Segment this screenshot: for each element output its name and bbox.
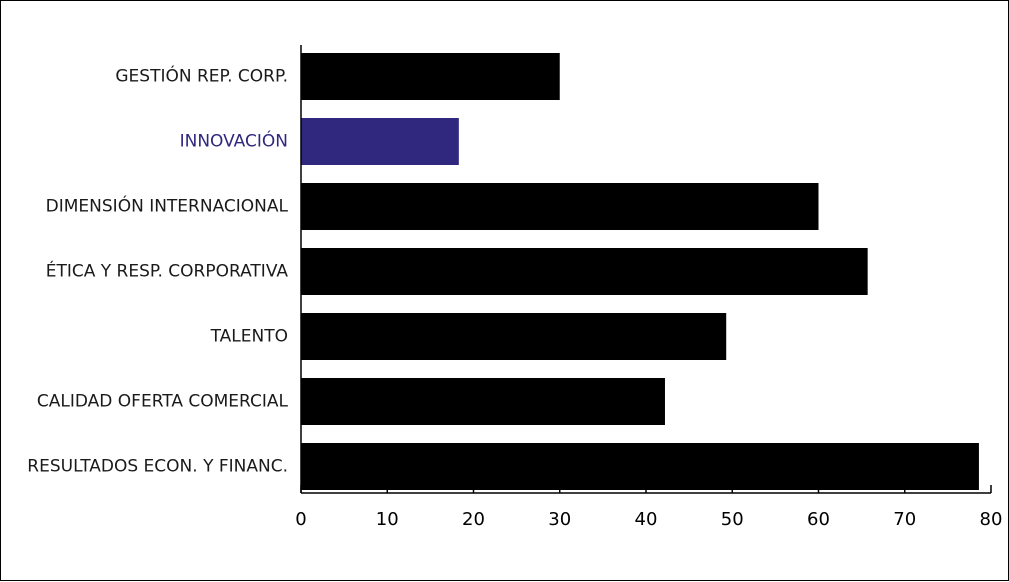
bar-0 bbox=[301, 53, 560, 100]
bar-2 bbox=[301, 183, 819, 230]
category-labels: GESTIÓN REP. CORP. INNOVACIÓN DIMENSIÓN IN… bbox=[27, 65, 288, 477]
bar-4 bbox=[301, 313, 727, 360]
bars-group bbox=[301, 53, 979, 490]
bar-6 bbox=[301, 443, 979, 490]
x-tick-label-3: 30 bbox=[548, 509, 571, 530]
category-label-4: TALENTO bbox=[210, 327, 288, 347]
x-tick-label-8: 80 bbox=[980, 509, 1003, 530]
category-label-6: RESULTADOS ECON. Y FINANC. bbox=[27, 457, 288, 477]
x-ticks bbox=[300, 485, 992, 493]
x-tick-label-0: 0 bbox=[295, 509, 306, 530]
bar-3 bbox=[301, 248, 868, 295]
x-tick-label-5: 50 bbox=[721, 509, 744, 530]
x-tick-label-7: 70 bbox=[893, 509, 916, 530]
x-tick-label-1: 10 bbox=[376, 509, 399, 530]
bar-1 bbox=[301, 118, 459, 165]
bar-5 bbox=[301, 378, 665, 425]
x-tick-label-6: 60 bbox=[807, 509, 830, 530]
category-label-5: CALIDAD OFERTA COMERCIAL bbox=[37, 392, 289, 412]
x-tick-labels: 0 10 20 30 40 50 60 70 80 bbox=[295, 509, 1002, 530]
category-label-1: INNOVACIÓN bbox=[180, 130, 288, 152]
category-label-2: DIMENSIÓN INTERNACIONAL bbox=[46, 195, 289, 217]
category-label-3: ÉTICA Y RESP. CORPORATIVA bbox=[46, 260, 289, 282]
category-label-0: GESTIÓN REP. CORP. bbox=[115, 65, 288, 87]
x-tick-label-2: 20 bbox=[462, 509, 485, 530]
x-tick-label-4: 40 bbox=[635, 509, 658, 530]
